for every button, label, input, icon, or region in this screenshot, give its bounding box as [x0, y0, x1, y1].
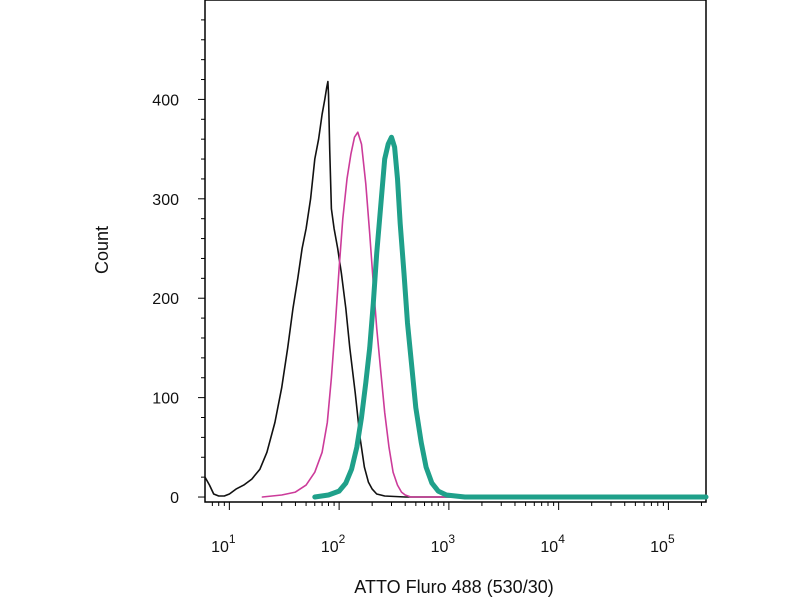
- x-tick-base: 10: [540, 539, 558, 556]
- x-tick-exponent: 1: [229, 532, 236, 546]
- y-tick-label: 100: [152, 391, 179, 408]
- y-tick-label: 0: [170, 490, 179, 507]
- y-tick-label: 400: [152, 92, 179, 109]
- series-layer: [204, 80, 709, 500]
- x-tick-label: 105: [650, 532, 675, 556]
- x-tick-exponent: 3: [448, 532, 455, 546]
- x-tick-base: 10: [321, 539, 339, 556]
- plot-frame: [204, 0, 707, 503]
- y-axis-title: Count: [92, 226, 112, 274]
- y-tick-label: 200: [152, 291, 179, 308]
- x-tick-label: 101: [211, 532, 236, 556]
- x-tick-label: 103: [431, 532, 456, 556]
- series-line-2: [261, 131, 707, 498]
- x-tick-label: 104: [540, 532, 565, 556]
- series-line-1: [204, 80, 707, 498]
- series-line-3: [312, 134, 709, 500]
- x-tick-base: 10: [431, 539, 449, 556]
- x-tick-base: 10: [211, 539, 229, 556]
- x-tick-exponent: 5: [668, 532, 675, 546]
- x-tick-exponent: 4: [558, 532, 565, 546]
- y-tick-label: 300: [152, 192, 179, 209]
- x-tick-base: 10: [650, 539, 668, 556]
- x-axis: 101 102 103 104 105: [211, 502, 702, 556]
- x-tick-label: 102: [321, 532, 346, 556]
- x-axis-title: ATTO Fluro 488 (530/30): [354, 577, 553, 597]
- x-tick-exponent: 2: [339, 532, 346, 546]
- y-axis: 0 100 200 300 400: [152, 19, 205, 507]
